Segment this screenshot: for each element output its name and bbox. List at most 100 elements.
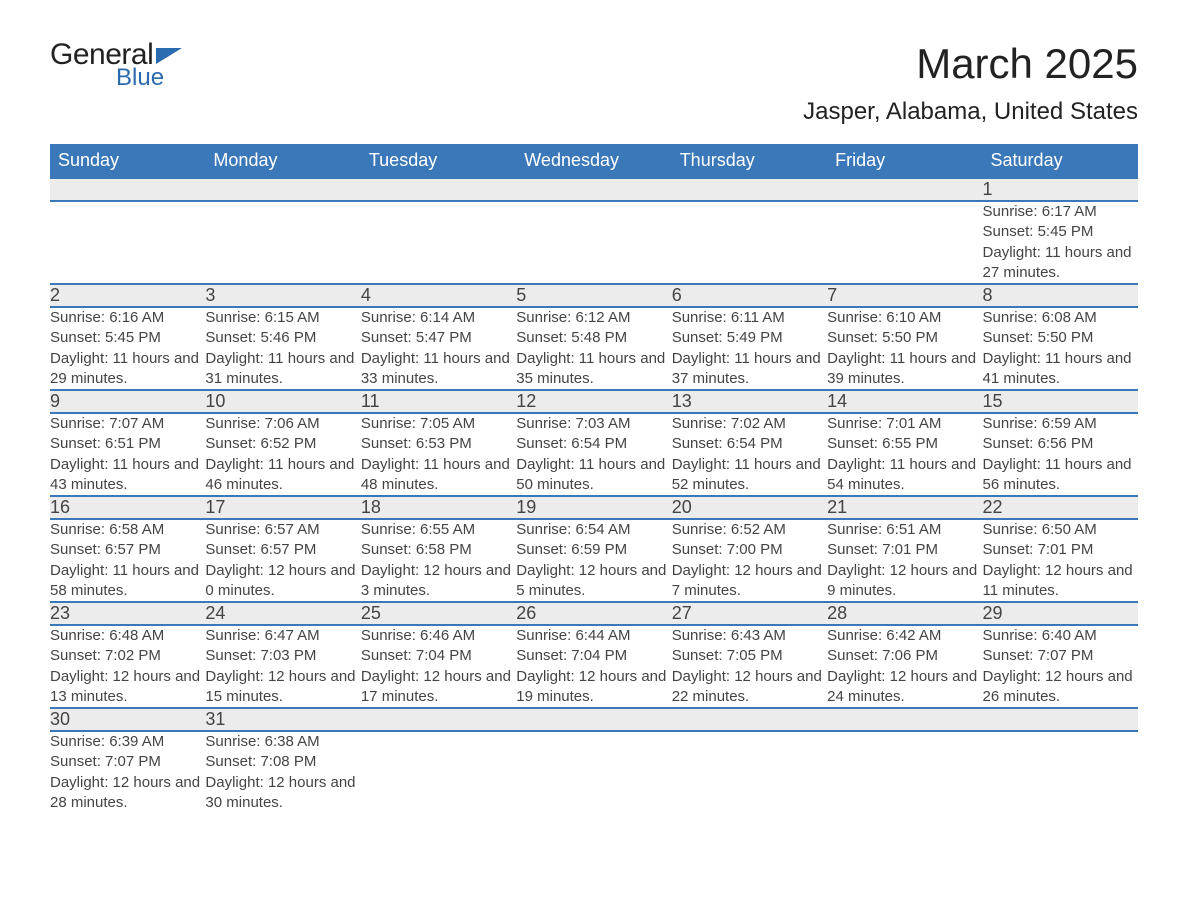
sunset-line: Sunset: 6:56 PM [983,434,1138,454]
daylight-line: Daylight: 12 hours and 17 minutes. [361,667,516,708]
day-detail-cell: Sunrise: 6:59 AMSunset: 6:56 PMDaylight:… [983,413,1138,496]
empty-daynum-cell [361,708,516,731]
empty-detail-cell [672,201,827,284]
weekday-header: Thursday [672,144,827,178]
weekday-header: Sunday [50,144,205,178]
day-number-cell: 29 [983,602,1138,625]
empty-detail-cell [205,201,360,284]
sunset-line: Sunset: 7:05 PM [672,646,827,666]
sunset-line: Sunset: 7:07 PM [983,646,1138,666]
detail-row: Sunrise: 6:17 AMSunset: 5:45 PMDaylight:… [50,201,1138,284]
day-detail-cell: Sunrise: 7:01 AMSunset: 6:55 PMDaylight:… [827,413,982,496]
sunset-line: Sunset: 5:45 PM [50,328,205,348]
day-number-cell: 28 [827,602,982,625]
detail-row: Sunrise: 6:58 AMSunset: 6:57 PMDaylight:… [50,519,1138,602]
day-detail-cell: Sunrise: 6:10 AMSunset: 5:50 PMDaylight:… [827,307,982,390]
sunrise-line: Sunrise: 7:01 AM [827,414,982,434]
daynum-row: 2345678 [50,284,1138,307]
daylight-line: Daylight: 11 hours and 46 minutes. [205,455,360,496]
calendar-table: Sunday Monday Tuesday Wednesday Thursday… [50,144,1138,813]
day-number-cell: 7 [827,284,982,307]
day-detail-cell: Sunrise: 7:05 AMSunset: 6:53 PMDaylight:… [361,413,516,496]
empty-daynum-cell [516,178,671,201]
sunset-line: Sunset: 5:50 PM [827,328,982,348]
day-detail-cell: Sunrise: 6:46 AMSunset: 7:04 PMDaylight:… [361,625,516,708]
sunrise-line: Sunrise: 6:51 AM [827,520,982,540]
daylight-line: Daylight: 11 hours and 58 minutes. [50,561,205,602]
day-detail-cell: Sunrise: 6:17 AMSunset: 5:45 PMDaylight:… [983,201,1138,284]
sunrise-line: Sunrise: 6:54 AM [516,520,671,540]
day-detail-cell: Sunrise: 6:11 AMSunset: 5:49 PMDaylight:… [672,307,827,390]
daylight-line: Daylight: 11 hours and 33 minutes. [361,349,516,390]
sunset-line: Sunset: 6:52 PM [205,434,360,454]
sunrise-line: Sunrise: 6:15 AM [205,308,360,328]
sunrise-line: Sunrise: 6:38 AM [205,732,360,752]
day-detail-cell: Sunrise: 6:39 AMSunset: 7:07 PMDaylight:… [50,731,205,813]
sunset-line: Sunset: 6:55 PM [827,434,982,454]
sunrise-line: Sunrise: 6:39 AM [50,732,205,752]
daylight-line: Daylight: 11 hours and 27 minutes. [983,243,1138,284]
sunrise-line: Sunrise: 6:44 AM [516,626,671,646]
sunrise-line: Sunrise: 6:10 AM [827,308,982,328]
empty-daynum-cell [205,178,360,201]
day-number-cell: 18 [361,496,516,519]
sunset-line: Sunset: 6:59 PM [516,540,671,560]
empty-daynum-cell [361,178,516,201]
daylight-line: Daylight: 12 hours and 5 minutes. [516,561,671,602]
sunrise-line: Sunrise: 6:16 AM [50,308,205,328]
sunset-line: Sunset: 6:54 PM [672,434,827,454]
daylight-line: Daylight: 12 hours and 13 minutes. [50,667,205,708]
sunset-line: Sunset: 7:02 PM [50,646,205,666]
sunrise-line: Sunrise: 7:02 AM [672,414,827,434]
sunrise-line: Sunrise: 6:17 AM [983,202,1138,222]
daylight-line: Daylight: 12 hours and 15 minutes. [205,667,360,708]
day-number-cell: 24 [205,602,360,625]
empty-daynum-cell [672,708,827,731]
sunset-line: Sunset: 7:00 PM [672,540,827,560]
daylight-line: Daylight: 11 hours and 39 minutes. [827,349,982,390]
sunrise-line: Sunrise: 6:46 AM [361,626,516,646]
weekday-header: Saturday [983,144,1138,178]
sunset-line: Sunset: 5:45 PM [983,222,1138,242]
sunrise-line: Sunrise: 6:42 AM [827,626,982,646]
day-number-cell: 19 [516,496,671,519]
weekday-header: Tuesday [361,144,516,178]
day-number-cell: 27 [672,602,827,625]
day-detail-cell: Sunrise: 6:57 AMSunset: 6:57 PMDaylight:… [205,519,360,602]
daynum-row: 16171819202122 [50,496,1138,519]
daylight-line: Daylight: 11 hours and 50 minutes. [516,455,671,496]
empty-detail-cell [516,731,671,813]
day-number-cell: 8 [983,284,1138,307]
empty-detail-cell [361,201,516,284]
sunrise-line: Sunrise: 6:40 AM [983,626,1138,646]
title-block: March 2025 Jasper, Alabama, United State… [803,40,1138,126]
empty-detail-cell [50,201,205,284]
empty-detail-cell [672,731,827,813]
sunset-line: Sunset: 5:48 PM [516,328,671,348]
day-detail-cell: Sunrise: 6:52 AMSunset: 7:00 PMDaylight:… [672,519,827,602]
day-number-cell: 11 [361,390,516,413]
day-detail-cell: Sunrise: 7:07 AMSunset: 6:51 PMDaylight:… [50,413,205,496]
weekday-header: Wednesday [516,144,671,178]
sunset-line: Sunset: 7:07 PM [50,752,205,772]
weekday-header-row: Sunday Monday Tuesday Wednesday Thursday… [50,144,1138,178]
day-detail-cell: Sunrise: 6:14 AMSunset: 5:47 PMDaylight:… [361,307,516,390]
sunrise-line: Sunrise: 6:50 AM [983,520,1138,540]
day-number-cell: 31 [205,708,360,731]
sunset-line: Sunset: 6:58 PM [361,540,516,560]
sunrise-line: Sunrise: 7:07 AM [50,414,205,434]
daylight-line: Daylight: 12 hours and 0 minutes. [205,561,360,602]
empty-detail-cell [361,731,516,813]
day-detail-cell: Sunrise: 6:58 AMSunset: 6:57 PMDaylight:… [50,519,205,602]
day-number-cell: 9 [50,390,205,413]
calendar-body: 1 Sunrise: 6:17 AMSunset: 5:45 PMDayligh… [50,178,1138,813]
day-number-cell: 20 [672,496,827,519]
day-detail-cell: Sunrise: 6:16 AMSunset: 5:45 PMDaylight:… [50,307,205,390]
sunset-line: Sunset: 5:49 PM [672,328,827,348]
day-detail-cell: Sunrise: 7:06 AMSunset: 6:52 PMDaylight:… [205,413,360,496]
daylight-line: Daylight: 11 hours and 29 minutes. [50,349,205,390]
day-number-cell: 2 [50,284,205,307]
sunset-line: Sunset: 7:04 PM [361,646,516,666]
location-subtitle: Jasper, Alabama, United States [803,98,1138,126]
sunrise-line: Sunrise: 6:59 AM [983,414,1138,434]
